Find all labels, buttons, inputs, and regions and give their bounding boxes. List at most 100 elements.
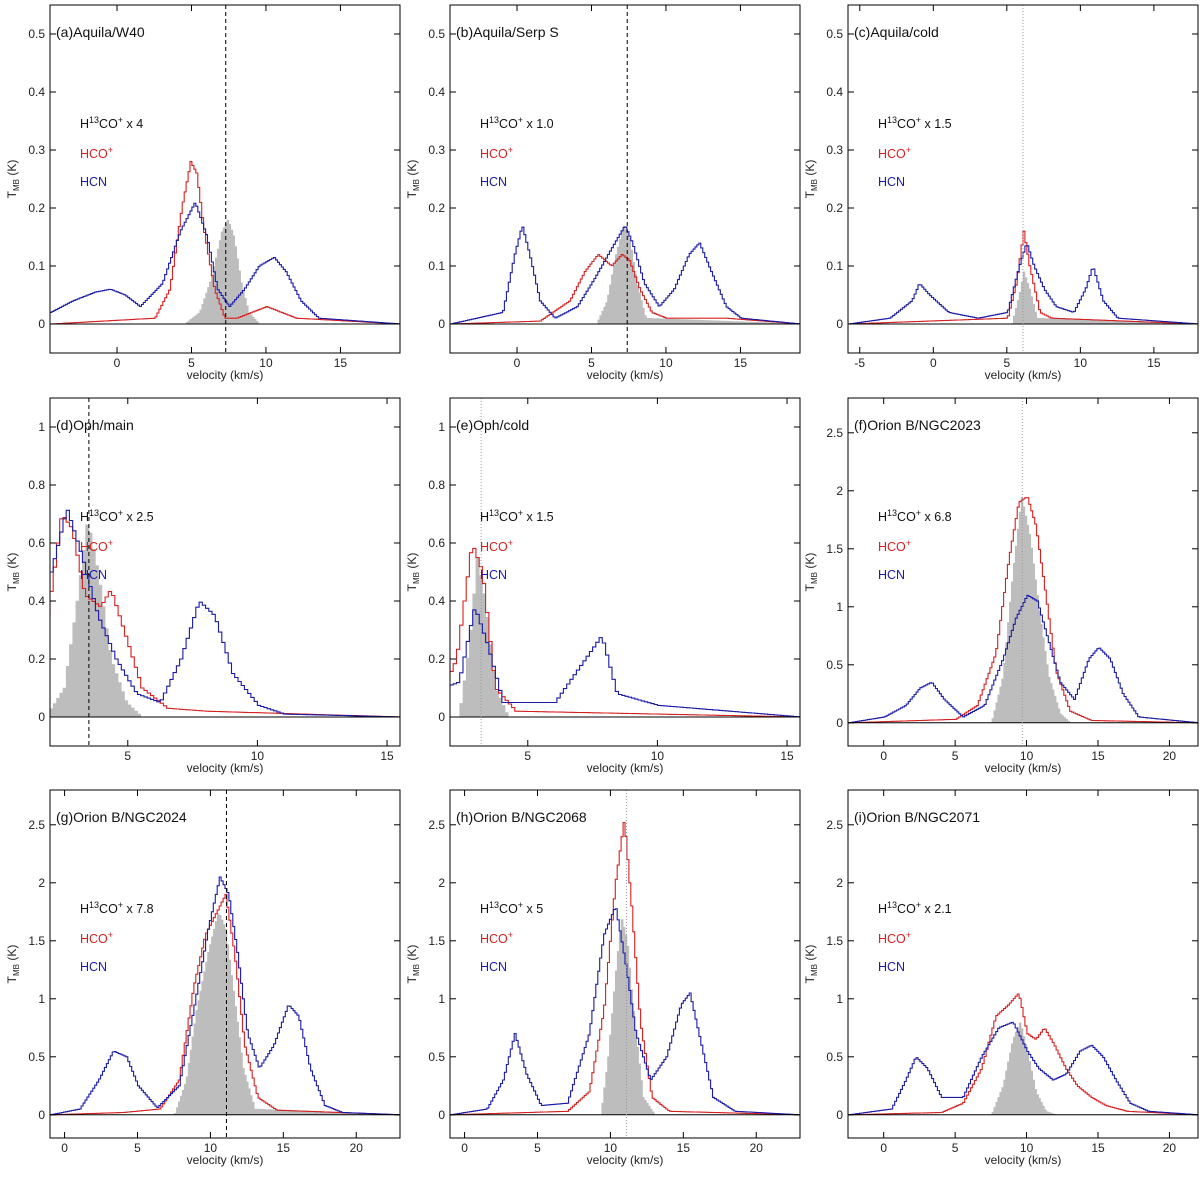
panel-g: 0 5 10 15 20 0 0.5 1 1.5 2 2.5 velocity (km/s) TMB (… bbox=[5, 789, 401, 1167]
panel-title: (e)Oph/cold bbox=[456, 417, 529, 433]
x-axis-label: velocity (km/s) bbox=[985, 368, 1062, 382]
series-hcn-g bbox=[50, 876, 400, 1116]
x-tick-label: 20 bbox=[1163, 1141, 1177, 1155]
x-axis-label: velocity (km/s) bbox=[187, 1153, 264, 1167]
y-tick-label: 0.2 bbox=[28, 201, 45, 215]
x-tick-label: 0 bbox=[61, 1141, 68, 1155]
legend-hcn: HCN bbox=[80, 175, 107, 189]
y-tick-label: 2.5 bbox=[826, 818, 843, 832]
x-tick-label: 20 bbox=[350, 1141, 364, 1155]
y-tick-label: 0.2 bbox=[428, 201, 445, 215]
panel-frame bbox=[449, 789, 801, 1139]
x-tick-label: 10 bbox=[204, 1141, 218, 1155]
series-hco-c bbox=[848, 230, 1198, 325]
panel-frame bbox=[49, 789, 401, 1139]
panel-frame bbox=[847, 789, 1199, 1139]
x-tick-label: 5 bbox=[534, 1141, 541, 1155]
series-hco-i bbox=[848, 993, 1198, 1116]
y-axis-label: TMB (K) bbox=[803, 553, 819, 592]
legend-hco: HCO+ bbox=[878, 538, 911, 554]
x-axis-label: velocity (km/s) bbox=[587, 368, 664, 382]
x-tick-label: 5 bbox=[588, 356, 595, 370]
x-tick-label: 5 bbox=[524, 749, 531, 763]
legend-h13co: H13CO+ x 1.0 bbox=[480, 115, 554, 131]
x-tick-label: 10 bbox=[1020, 749, 1034, 763]
x-axis-label: velocity (km/s) bbox=[587, 761, 664, 775]
series-hco-b bbox=[450, 254, 800, 325]
panel-b: 0 5 10 15 0 0.1 0.2 0.3 0.4 0.5 velocity (km/s) TMB… bbox=[405, 4, 801, 382]
y-tick-label: 2 bbox=[836, 876, 843, 890]
panel-title: (f)Orion B/NGC2023 bbox=[854, 417, 981, 433]
panel-title: (h)Orion B/NGC2068 bbox=[456, 809, 587, 825]
y-tick-label: 1.5 bbox=[428, 934, 445, 948]
y-tick-label: 1.5 bbox=[826, 542, 843, 556]
x-tick-label: 5 bbox=[124, 749, 131, 763]
legend-h13co: H13CO+ x 4 bbox=[80, 115, 143, 131]
series-hcn-f bbox=[848, 594, 1198, 724]
x-tick-label: 15 bbox=[1091, 749, 1105, 763]
y-axis-label: TMB (K) bbox=[405, 553, 421, 592]
y-tick-label: 0 bbox=[38, 710, 45, 724]
panel-frame bbox=[449, 397, 801, 747]
legend-h13co: H13CO+ x 6.8 bbox=[878, 508, 952, 524]
panel-c: -5 0 5 10 15 0 0.1 0.2 0.3 0.4 0.5 velocity (km/s) T… bbox=[803, 4, 1199, 382]
series-hco-h bbox=[450, 821, 800, 1116]
y-tick-label: 2.5 bbox=[28, 818, 45, 832]
y-tick-label: 2.5 bbox=[826, 426, 843, 440]
y-tick-label: 0 bbox=[438, 710, 445, 724]
x-tick-label: 0 bbox=[114, 356, 121, 370]
y-axis-label: TMB (K) bbox=[803, 945, 819, 984]
x-tick-label: 0 bbox=[880, 749, 887, 763]
y-axis-label: TMB (K) bbox=[5, 945, 21, 984]
panel-title: (g)Orion B/NGC2024 bbox=[56, 809, 187, 825]
x-tick-label: 15 bbox=[734, 356, 748, 370]
panel-f: 0 5 10 15 20 0 0.5 1 1.5 2 2.5 velocity (km/s) TMB (… bbox=[803, 397, 1199, 775]
x-axis-label: velocity (km/s) bbox=[187, 368, 264, 382]
y-tick-label: 0.4 bbox=[826, 85, 843, 99]
x-tick-label: 5 bbox=[188, 356, 195, 370]
y-tick-label: 0 bbox=[836, 716, 843, 730]
legend-h13co: H13CO+ x 5 bbox=[480, 900, 543, 916]
y-axis-label: TMB (K) bbox=[803, 160, 819, 199]
panel-frame bbox=[449, 4, 801, 354]
series-h13co-d bbox=[50, 524, 400, 718]
y-tick-label: 0 bbox=[836, 1108, 843, 1122]
plot-area bbox=[450, 398, 800, 746]
x-tick-label: 5 bbox=[952, 1141, 959, 1155]
panel-title: (b)Aquila/Serp S bbox=[456, 24, 559, 40]
legend-hcn: HCN bbox=[80, 960, 107, 974]
panel-title: (c)Aquila/cold bbox=[854, 24, 939, 40]
y-tick-label: 1 bbox=[836, 992, 843, 1006]
x-tick-label: 15 bbox=[1091, 1141, 1105, 1155]
plot-area bbox=[848, 993, 1198, 1116]
series-hcn-c bbox=[848, 245, 1198, 325]
panel-frame bbox=[49, 397, 401, 747]
y-tick-label: 0.5 bbox=[826, 1050, 843, 1064]
y-tick-label: 0.8 bbox=[28, 478, 45, 492]
x-tick-label: 10 bbox=[1074, 356, 1088, 370]
y-tick-label: 1.5 bbox=[826, 934, 843, 948]
x-tick-label: 20 bbox=[750, 1141, 764, 1155]
panel-frame bbox=[847, 397, 1199, 747]
legend-hco: HCO+ bbox=[878, 930, 911, 946]
legend-hcn: HCN bbox=[878, 175, 905, 189]
series-h13co-f bbox=[848, 497, 1198, 724]
x-tick-label: 0 bbox=[880, 1141, 887, 1155]
y-tick-label: 0.4 bbox=[428, 85, 445, 99]
plot-area bbox=[450, 5, 800, 353]
legend-hco: HCO+ bbox=[80, 930, 113, 946]
panel-frame bbox=[49, 4, 401, 354]
y-tick-label: 0.1 bbox=[28, 259, 45, 273]
panel-title: (d)Oph/main bbox=[56, 417, 134, 433]
series-h13co-b bbox=[450, 225, 800, 325]
y-tick-label: 0.5 bbox=[28, 1050, 45, 1064]
legend-h13co: H13CO+ x 2.5 bbox=[80, 508, 154, 524]
y-tick-label: 0.3 bbox=[826, 143, 843, 157]
legend-hco: HCO+ bbox=[480, 145, 513, 161]
y-tick-label: 0 bbox=[38, 1108, 45, 1122]
x-tick-label: 10 bbox=[604, 1141, 618, 1155]
y-tick-label: 0.1 bbox=[826, 259, 843, 273]
x-axis-label: velocity (km/s) bbox=[985, 1153, 1062, 1167]
legend-hco: HCO+ bbox=[878, 145, 911, 161]
y-tick-label: 0.5 bbox=[428, 1050, 445, 1064]
